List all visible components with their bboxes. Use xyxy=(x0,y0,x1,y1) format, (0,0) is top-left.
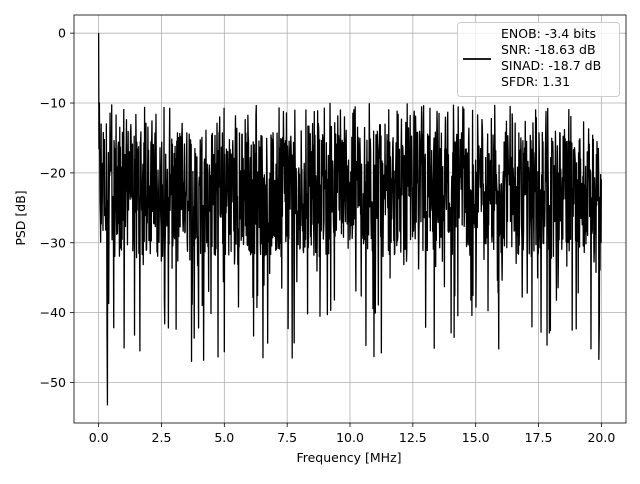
legend: ENOB: -3.4 bits SNR: -18.63 dB SINAD: -1… xyxy=(457,22,620,97)
x-tick-label: 0.0 xyxy=(89,430,109,445)
axis-ticks: 0.0 2.5 5.0 7.5 10.0 12.5 15.0 17.5 20.0 0 −10 −20 −… xyxy=(40,26,616,445)
y-tick-label: −40 xyxy=(40,305,66,320)
x-tick-label: 20.0 xyxy=(587,430,615,445)
legend-box xyxy=(457,22,620,97)
y-tick-label: −10 xyxy=(40,96,66,111)
legend-line-4: SFDR: 1.31 xyxy=(501,74,570,89)
legend-line-2: SNR: -18.63 dB xyxy=(501,42,596,57)
x-axis-label: Frequency [MHz] xyxy=(296,450,401,465)
x-tick-label: 12.5 xyxy=(399,430,427,445)
y-tick-label: −50 xyxy=(40,375,66,390)
x-tick-label: 17.5 xyxy=(525,430,553,445)
y-tick-label: −30 xyxy=(40,235,66,250)
x-tick-label: 2.5 xyxy=(152,430,172,445)
x-tick-label: 5.0 xyxy=(214,430,234,445)
y-tick-label: 0 xyxy=(58,26,66,41)
x-tick-label: 7.5 xyxy=(277,430,297,445)
y-axis-label: PSD [dB] xyxy=(13,190,28,245)
psd-series-line xyxy=(97,33,603,406)
plot-area xyxy=(97,33,603,406)
x-tick-label: 15.0 xyxy=(462,430,490,445)
legend-line-1: ENOB: -3.4 bits xyxy=(501,26,596,41)
y-tick-label: −20 xyxy=(40,165,66,180)
legend-line-3: SINAD: -18.7 dB xyxy=(501,58,601,73)
x-tick-label: 10.0 xyxy=(336,430,364,445)
